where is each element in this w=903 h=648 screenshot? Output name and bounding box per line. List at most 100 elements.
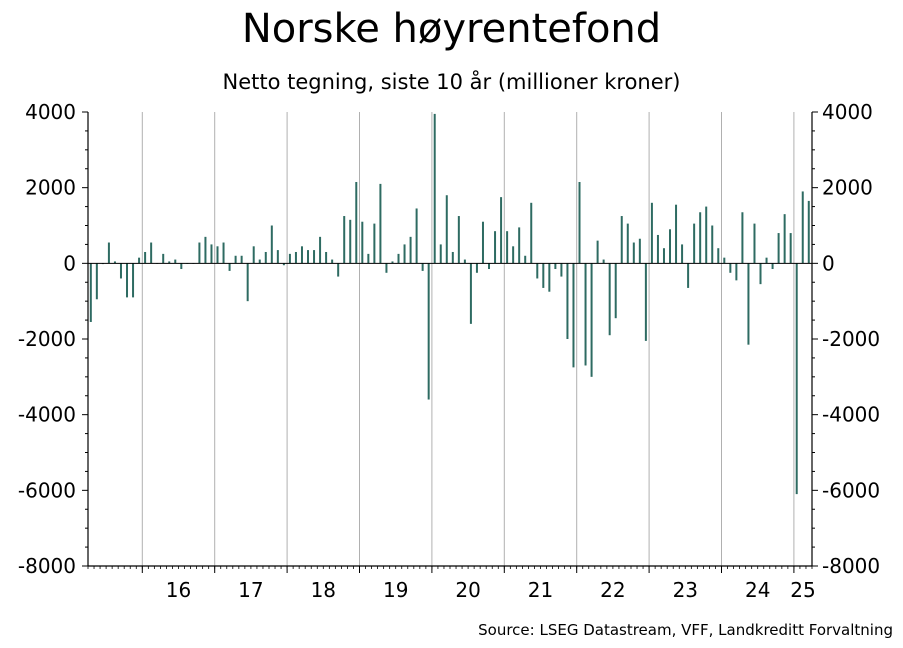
bar (735, 263, 738, 281)
bar (626, 223, 629, 264)
bar (168, 261, 171, 264)
bar (584, 263, 587, 366)
bar (264, 251, 267, 264)
bar (705, 206, 708, 264)
bar (138, 257, 141, 264)
bar (554, 263, 557, 270)
y-tick-label-left: 4000 (25, 100, 76, 124)
bar (717, 248, 720, 264)
bar (132, 263, 135, 298)
chart-title: Norske høyrentefond (241, 6, 662, 52)
bar (632, 242, 635, 264)
bar (524, 255, 527, 264)
bar (542, 263, 545, 288)
bar (536, 263, 539, 279)
bar (258, 259, 261, 264)
bar (488, 263, 491, 270)
bar (349, 219, 352, 264)
grid-lines (141, 112, 795, 566)
bar (681, 244, 684, 264)
bar (397, 253, 400, 264)
x-tick-label: 25 (790, 578, 815, 602)
bar (644, 263, 647, 341)
bar (270, 225, 273, 264)
bar (409, 236, 412, 264)
bar (234, 255, 237, 264)
bar (530, 202, 533, 264)
bar (433, 113, 436, 264)
bar (361, 221, 364, 264)
bar-series (89, 113, 810, 495)
bar (282, 263, 285, 266)
bar (89, 263, 92, 322)
bar (753, 223, 756, 264)
bar (457, 216, 460, 264)
bar (107, 242, 110, 264)
bar (319, 236, 322, 264)
bar (421, 263, 424, 271)
y-tick-label-left: 2000 (25, 176, 76, 200)
bar (608, 263, 611, 336)
bar (126, 263, 129, 298)
bar (240, 255, 243, 264)
bar (119, 263, 122, 279)
bar (222, 242, 225, 264)
bar (656, 234, 659, 264)
bar (300, 246, 303, 264)
bar (373, 223, 376, 264)
bar (494, 231, 497, 264)
bar (210, 244, 213, 264)
bar (427, 263, 430, 400)
x-tick-label: 16 (166, 578, 191, 602)
tick-labels: 4000 4000 2000 2000 0 0 -2000 -2000 -4000 -4000 -6… (18, 100, 880, 602)
y-tick-label-left: -6000 (18, 478, 76, 502)
bar (288, 253, 291, 264)
source-note: Source: LSEG Datastream, VFF, Landkredit… (478, 621, 893, 639)
y-tick-label-right: -8000 (822, 554, 880, 578)
x-tick-label: 21 (528, 578, 553, 602)
y-tick-label-right: -2000 (822, 327, 880, 351)
bar (355, 181, 358, 264)
bar (379, 183, 382, 264)
bar (180, 263, 183, 270)
bar (216, 246, 219, 264)
bar (807, 200, 810, 264)
bar (198, 242, 201, 264)
x-tick-label: 20 (455, 578, 480, 602)
y-tick-label-left: -8000 (18, 554, 76, 578)
bar (518, 227, 521, 264)
bar (711, 225, 714, 264)
chart-subtitle: Netto tegning, siste 10 år (millioner kr… (222, 70, 681, 94)
bar (675, 204, 678, 264)
bar (747, 263, 750, 345)
bar (650, 202, 653, 264)
x-tick-label: 17 (238, 578, 263, 602)
bar (481, 221, 484, 264)
bar (572, 263, 575, 368)
x-tick-label: 19 (383, 578, 408, 602)
y-tick-label-left: -4000 (18, 403, 76, 427)
bar (669, 229, 672, 264)
bar (687, 263, 690, 288)
bar (325, 251, 328, 264)
y-tick-label-right: -6000 (822, 478, 880, 502)
bar (391, 261, 394, 264)
bar (113, 261, 116, 264)
bar (590, 263, 593, 377)
bar (729, 263, 732, 273)
bar (759, 263, 762, 285)
bar (162, 253, 165, 264)
bar (699, 212, 702, 264)
bar (578, 181, 581, 264)
bar (765, 257, 768, 264)
x-tick-label: 23 (673, 578, 698, 602)
bar (276, 250, 279, 264)
bar (783, 214, 786, 264)
bar (548, 263, 551, 292)
bar (475, 263, 478, 273)
y-tick-label-left: -2000 (18, 327, 76, 351)
bar (252, 246, 255, 264)
y-tick-label-right: 2000 (822, 176, 873, 200)
bar (620, 216, 623, 264)
bar (343, 216, 346, 264)
